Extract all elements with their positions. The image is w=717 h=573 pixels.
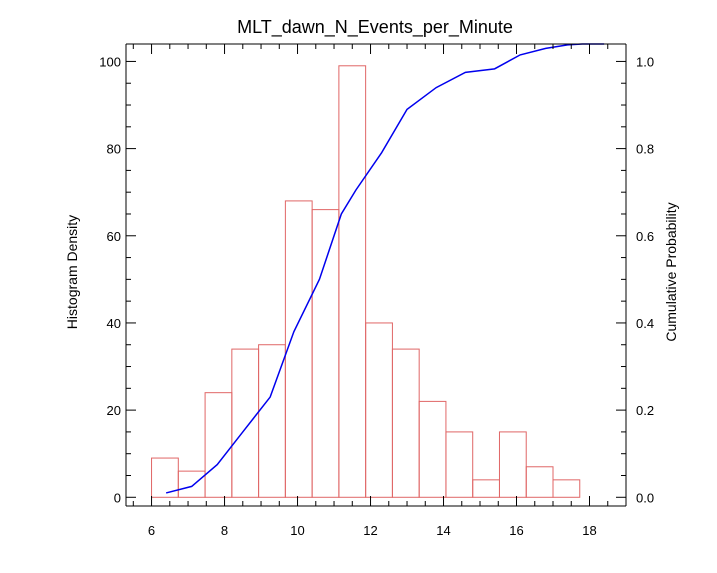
x-tick-label: 8 [221, 523, 228, 538]
x-tick-label: 6 [148, 523, 155, 538]
x-tick-label: 18 [582, 523, 596, 538]
histogram-bar [231, 348, 260, 498]
y2-axis-label: Cumulative Probability [663, 202, 679, 341]
histogram-bar [365, 322, 393, 498]
histogram-bar [311, 209, 340, 498]
y-tick-label: 80 [107, 142, 121, 157]
histogram-bar [204, 392, 233, 498]
y-tick-label: 0 [114, 490, 121, 505]
y-tick-label: 20 [107, 403, 121, 418]
y-axis-label: Histogram Density [64, 215, 80, 329]
x-axis-ticks: 6 8 10 12 14 16 18 [132, 44, 627, 538]
histogram-bar [445, 431, 474, 498]
histogram-bar [338, 65, 367, 498]
y2-tick-label: 0.0 [636, 490, 654, 505]
x-tick-label: 10 [290, 523, 304, 538]
right-y-axis-ticks: 0.0 0.2 0.4 0.6 0.8 1.0 [616, 54, 654, 505]
y-tick-label: 100 [99, 54, 121, 69]
histogram-bar [552, 479, 581, 498]
x-tick-label: 16 [509, 523, 523, 538]
y2-tick-label: 0.6 [636, 229, 654, 244]
histogram-bar [418, 400, 447, 498]
left-y-axis-ticks: 0 20 40 60 80 100 [99, 54, 136, 505]
y-tick-label: 40 [107, 316, 121, 331]
histogram-bar [391, 348, 420, 498]
y2-tick-label: 0.4 [636, 316, 654, 331]
plot-frame [125, 43, 627, 507]
y2-tick-label: 0.8 [636, 142, 654, 157]
y-tick-label: 60 [107, 229, 121, 244]
histogram-bar [284, 200, 313, 498]
y2-tick-label: 1.0 [636, 54, 654, 69]
histogram-bar [472, 479, 500, 498]
histogram-bars [151, 65, 581, 498]
chart-title: MLT_dawn_N_Events_per_Minute [237, 17, 513, 38]
x-tick-label: 12 [363, 523, 377, 538]
x-tick-label: 14 [436, 523, 450, 538]
cumulative-probability-series [165, 43, 605, 494]
y2-tick-label: 0.2 [636, 403, 654, 418]
histogram-bar [498, 431, 527, 498]
histogram-bar [177, 470, 206, 498]
histogram-bar [525, 466, 554, 498]
cumulative-probability-line [165, 43, 605, 494]
